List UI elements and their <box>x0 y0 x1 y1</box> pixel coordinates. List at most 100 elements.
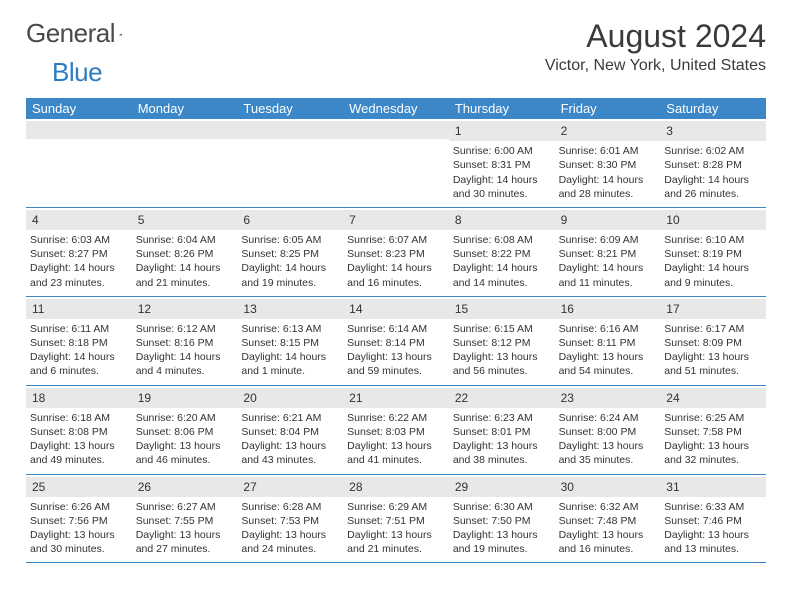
day-cell: 1Sunrise: 6:00 AMSunset: 8:31 PMDaylight… <box>449 119 555 207</box>
day-sunrise: Sunrise: 6:07 AM <box>347 233 445 247</box>
day-number: 1 <box>455 124 462 138</box>
day-cell: 17Sunrise: 6:17 AMSunset: 8:09 PMDayligh… <box>660 297 766 385</box>
day-daylight2: and 9 minutes. <box>664 276 762 290</box>
day-sunrise: Sunrise: 6:02 AM <box>664 144 762 158</box>
day-sunrise: Sunrise: 6:29 AM <box>347 500 445 514</box>
day-daylight2: and 24 minutes. <box>241 542 339 556</box>
day-cell: 11Sunrise: 6:11 AMSunset: 8:18 PMDayligh… <box>26 297 132 385</box>
day-sunrise: Sunrise: 6:24 AM <box>559 411 657 425</box>
day-number-row: 24 <box>660 388 766 408</box>
day-sunrise: Sunrise: 6:10 AM <box>664 233 762 247</box>
day-daylight2: and 27 minutes. <box>136 542 234 556</box>
day-number-row: 10 <box>660 210 766 230</box>
day-cell: 8Sunrise: 6:08 AMSunset: 8:22 PMDaylight… <box>449 208 555 296</box>
day-sunset: Sunset: 8:21 PM <box>559 247 657 261</box>
location: Victor, New York, United States <box>545 57 766 75</box>
day-cell: 23Sunrise: 6:24 AMSunset: 8:00 PMDayligh… <box>555 386 661 474</box>
logo-text-general: General <box>26 18 115 49</box>
day-cell: 3Sunrise: 6:02 AMSunset: 8:28 PMDaylight… <box>660 119 766 207</box>
day-number: 19 <box>138 391 151 405</box>
day-cell: 13Sunrise: 6:13 AMSunset: 8:15 PMDayligh… <box>237 297 343 385</box>
day-daylight1: Daylight: 13 hours <box>559 439 657 453</box>
day-sunrise: Sunrise: 6:05 AM <box>241 233 339 247</box>
day-number-row: 9 <box>555 210 661 230</box>
day-number: 4 <box>32 213 39 227</box>
day-cell: 6Sunrise: 6:05 AMSunset: 8:25 PMDaylight… <box>237 208 343 296</box>
day-number-row <box>237 121 343 139</box>
day-daylight2: and 19 minutes. <box>453 542 551 556</box>
day-daylight2: and 46 minutes. <box>136 453 234 467</box>
day-sunrise: Sunrise: 6:28 AM <box>241 500 339 514</box>
day-sunset: Sunset: 8:14 PM <box>347 336 445 350</box>
day-daylight1: Daylight: 13 hours <box>664 350 762 364</box>
day-daylight2: and 19 minutes. <box>241 276 339 290</box>
day-number-row: 6 <box>237 210 343 230</box>
day-sunrise: Sunrise: 6:00 AM <box>453 144 551 158</box>
day-daylight1: Daylight: 13 hours <box>241 528 339 542</box>
day-number: 30 <box>561 480 574 494</box>
day-number-row: 22 <box>449 388 555 408</box>
day-sunset: Sunset: 8:09 PM <box>664 336 762 350</box>
day-daylight1: Daylight: 13 hours <box>136 528 234 542</box>
day-cell: 14Sunrise: 6:14 AMSunset: 8:14 PMDayligh… <box>343 297 449 385</box>
day-sunset: Sunset: 7:58 PM <box>664 425 762 439</box>
day-cell: 31Sunrise: 6:33 AMSunset: 7:46 PMDayligh… <box>660 475 766 563</box>
day-sunrise: Sunrise: 6:01 AM <box>559 144 657 158</box>
day-sunrise: Sunrise: 6:15 AM <box>453 322 551 336</box>
day-number: 3 <box>666 124 673 138</box>
title-block: August 2024 Victor, New York, United Sta… <box>545 18 766 75</box>
weekday-wednesday: Wednesday <box>343 98 449 119</box>
day-number: 16 <box>561 302 574 316</box>
weekday-monday: Monday <box>132 98 238 119</box>
day-number-row: 23 <box>555 388 661 408</box>
day-cell: 28Sunrise: 6:29 AMSunset: 7:51 PMDayligh… <box>343 475 449 563</box>
day-daylight1: Daylight: 14 hours <box>559 173 657 187</box>
day-daylight1: Daylight: 14 hours <box>559 261 657 275</box>
day-daylight1: Daylight: 13 hours <box>30 439 128 453</box>
day-number-row: 18 <box>26 388 132 408</box>
day-cell: 30Sunrise: 6:32 AMSunset: 7:48 PMDayligh… <box>555 475 661 563</box>
day-number: 11 <box>32 302 44 316</box>
day-daylight2: and 21 minutes. <box>136 276 234 290</box>
day-daylight2: and 41 minutes. <box>347 453 445 467</box>
day-sunrise: Sunrise: 6:11 AM <box>30 322 128 336</box>
day-sunrise: Sunrise: 6:18 AM <box>30 411 128 425</box>
day-number: 28 <box>349 480 362 494</box>
day-number: 17 <box>666 302 679 316</box>
day-cell: 24Sunrise: 6:25 AMSunset: 7:58 PMDayligh… <box>660 386 766 474</box>
week-row: 25Sunrise: 6:26 AMSunset: 7:56 PMDayligh… <box>26 475 766 564</box>
day-sunrise: Sunrise: 6:08 AM <box>453 233 551 247</box>
day-number-row: 17 <box>660 299 766 319</box>
month-title: August 2024 <box>545 18 766 55</box>
day-cell <box>343 119 449 207</box>
day-daylight2: and 28 minutes. <box>559 187 657 201</box>
day-cell <box>26 119 132 207</box>
day-daylight1: Daylight: 13 hours <box>559 528 657 542</box>
day-sunrise: Sunrise: 6:21 AM <box>241 411 339 425</box>
day-number-row: 27 <box>237 477 343 497</box>
day-cell: 2Sunrise: 6:01 AMSunset: 8:30 PMDaylight… <box>555 119 661 207</box>
day-number-row: 29 <box>449 477 555 497</box>
day-sunrise: Sunrise: 6:22 AM <box>347 411 445 425</box>
day-daylight1: Daylight: 13 hours <box>453 528 551 542</box>
weeks-container: 1 Sunrise: 6:00 AMSunset: 8:31 PM Daylight… <box>26 119 766 563</box>
day-sunset: Sunset: 8:22 PM <box>453 247 551 261</box>
day-daylight1: Daylight: 13 hours <box>664 439 762 453</box>
day-number: 20 <box>243 391 256 405</box>
day-sunrise: Sunrise: 6:03 AM <box>30 233 128 247</box>
day-sunrise: Sunrise: 6:09 AM <box>559 233 657 247</box>
day-cell <box>237 119 343 207</box>
day-daylight2: and 56 minutes. <box>453 364 551 378</box>
weekday-tuesday: Tuesday <box>237 98 343 119</box>
day-daylight2: and 16 minutes. <box>559 542 657 556</box>
day-number-row: 21 <box>343 388 449 408</box>
day-daylight1: Daylight: 14 hours <box>664 173 762 187</box>
day-cell: 18Sunrise: 6:18 AMSunset: 8:08 PMDayligh… <box>26 386 132 474</box>
day-sunrise: Sunrise: 6:33 AM <box>664 500 762 514</box>
week-row: 18Sunrise: 6:18 AMSunset: 8:08 PMDayligh… <box>26 386 766 475</box>
day-sunrise: Sunrise: 6:23 AM <box>453 411 551 425</box>
day-daylight2: and 23 minutes. <box>30 276 128 290</box>
week-row: 11Sunrise: 6:11 AMSunset: 8:18 PMDayligh… <box>26 297 766 386</box>
day-sunset: Sunset: 8:31 PM <box>453 158 551 172</box>
day-number: 24 <box>666 391 679 405</box>
